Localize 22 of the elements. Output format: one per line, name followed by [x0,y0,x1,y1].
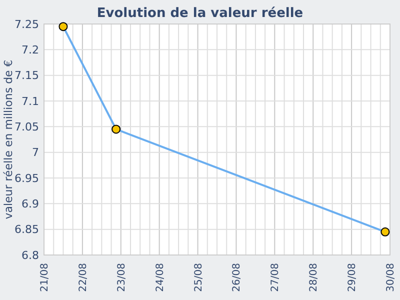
y-tick-label: 7.05 [14,120,39,134]
y-tick-label: 6.9 [22,198,39,211]
x-tick-label: 25/08 [193,263,204,292]
x-tick-label: 28/08 [308,263,320,292]
y-axis-title: valeur réelle en millions de € [2,60,15,220]
y-tick-label: 7.25 [14,18,39,31]
y-tick-label: 7.1 [22,94,39,108]
y-tick-label: 6.95 [14,172,39,185]
x-tick-label: 29/08 [347,263,358,292]
y-tick-label: 7 [32,146,39,160]
x-tick-label: 23/08 [116,263,128,292]
y-tick-label: 7.15 [14,69,39,82]
y-tick-label: 7.2 [22,44,39,57]
x-tick-label: 27/08 [270,263,282,292]
x-tick-label: 26/08 [232,263,243,292]
y-tick-label: 6.85 [14,223,39,236]
x-tick-label: 24/08 [154,263,166,292]
x-tick-label: 21/08 [40,263,50,292]
x-tick-label: 22/08 [78,263,89,292]
x-tick-label: 30/08 [386,263,396,292]
y-tick-label: 6.8 [22,248,39,262]
chart-title: Evolution de la valeur réelle [96,6,304,21]
